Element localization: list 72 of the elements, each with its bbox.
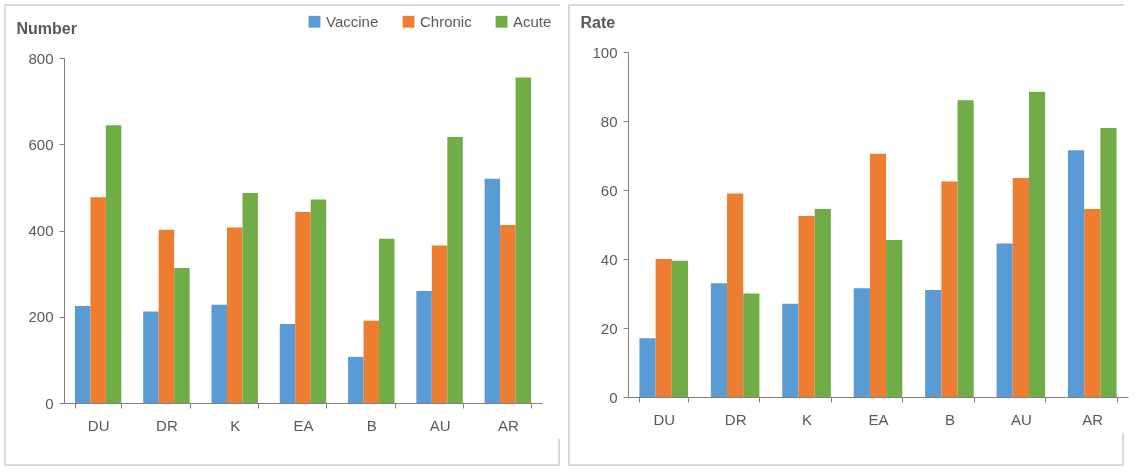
bar: [105, 125, 122, 403]
x-tick-label: DR: [156, 416, 178, 434]
bar: [310, 199, 327, 403]
bar: [74, 305, 91, 403]
y-tick-label: 80: [600, 112, 618, 130]
x-tick-label: DR: [724, 410, 747, 428]
bar: [639, 338, 656, 397]
bar: [447, 136, 463, 403]
bar: [1028, 91, 1046, 397]
y-tick-label: 20: [600, 319, 618, 337]
bar: [226, 227, 243, 403]
bar: [158, 229, 175, 403]
bar: [996, 243, 1013, 397]
bar: [814, 208, 831, 397]
y-tick-label: 600: [28, 135, 54, 153]
x-tick-label: AR: [497, 416, 519, 434]
x-tick-label: DU: [653, 410, 676, 428]
bar: [416, 290, 432, 403]
x-tick-label: K: [802, 410, 813, 428]
bar: [727, 193, 744, 397]
bar: [515, 77, 532, 403]
bar: [941, 181, 958, 397]
bar: [431, 245, 448, 403]
x-tick-label: EA: [868, 410, 889, 428]
bar: [363, 320, 380, 403]
x-tick-label: AR: [1082, 410, 1104, 428]
y-tick-label: 100: [592, 43, 618, 61]
legend-label: Vaccine: [326, 12, 379, 30]
bar: [1100, 127, 1117, 397]
bar: [782, 303, 799, 397]
bar: [710, 283, 728, 397]
y-axis-title: Rate: [580, 13, 616, 31]
bar: [379, 238, 395, 403]
bar: [1068, 150, 1085, 397]
bar: [869, 153, 887, 397]
bar: [174, 268, 190, 403]
x-tick-label: AU: [429, 416, 451, 434]
bar: [348, 356, 364, 403]
bar: [242, 192, 258, 403]
y-axis-title: Number: [16, 19, 77, 37]
bar: [211, 304, 227, 403]
legend-label: Chronic: [420, 12, 473, 30]
y-tick-label: 200: [28, 308, 54, 326]
y-tick-label: 0: [609, 388, 618, 406]
bar: [886, 240, 903, 397]
bar: [671, 260, 688, 397]
bar: [743, 293, 760, 397]
bar: [500, 224, 516, 403]
y-tick-label: 40: [600, 250, 618, 268]
bar: [1012, 177, 1029, 397]
bar: [1084, 208, 1101, 397]
legend-label: Acute: [513, 12, 552, 30]
x-tick-label: K: [230, 416, 241, 434]
x-tick-label: B: [366, 416, 377, 434]
bar: [798, 215, 815, 397]
bar: [925, 290, 942, 397]
x-tick-label: EA: [293, 416, 314, 434]
bar: [143, 311, 159, 403]
bar: [90, 197, 106, 403]
bar: [957, 100, 974, 397]
x-tick-label: AU: [1010, 410, 1032, 428]
bar: [279, 324, 296, 403]
y-tick-label: 400: [28, 222, 54, 239]
y-tick-label: 60: [600, 181, 618, 199]
bar: [484, 178, 501, 403]
bar: [295, 211, 311, 403]
y-tick-label: 0: [45, 394, 54, 412]
y-tick-label: 800: [28, 49, 54, 67]
x-tick-label: B: [944, 410, 955, 428]
x-tick-label: DU: [87, 416, 110, 434]
bar: [655, 259, 672, 397]
bar: [853, 288, 870, 397]
